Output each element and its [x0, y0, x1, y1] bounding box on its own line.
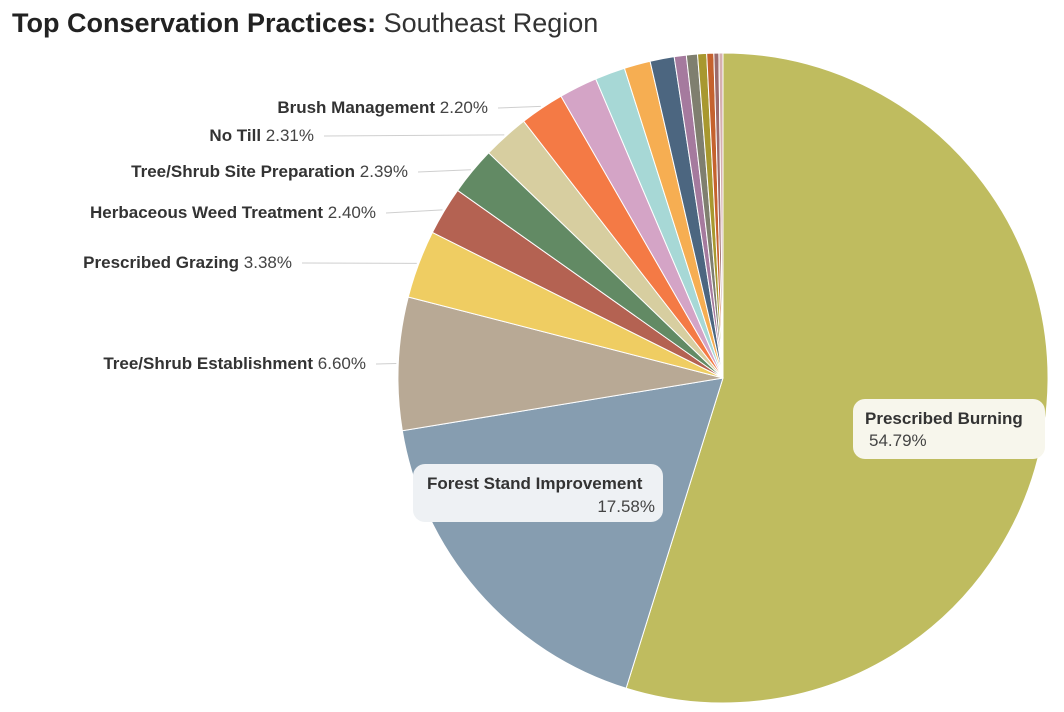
inside-label-prescribed-burning: Prescribed Burning 54.79%: [853, 399, 1045, 459]
leader-line: [385, 209, 443, 214]
chart-title-bold: Top Conservation Practices:: [12, 8, 377, 38]
slice-label-value: 6.60%: [313, 354, 366, 373]
pie-slice-forest-stand-improvement[interactable]: [401, 377, 724, 689]
pie-slices: [397, 52, 1049, 704]
outside-label-brush-management: Brush Management 2.20%: [277, 98, 541, 117]
slice-label: Herbaceous Weed Treatment 2.40%: [90, 203, 376, 222]
slice-label-name: No Till: [209, 126, 261, 145]
outside-label-herbaceous-weed-treatment: Herbaceous Weed Treatment 2.40%: [90, 203, 443, 222]
outside-label-prescribed-grazing: Prescribed Grazing 3.38%: [83, 253, 417, 272]
slice-label-name: Prescribed Burning: [865, 409, 1023, 428]
pie-labels: Prescribed Burning 54.79% Forest Stand Imp…: [83, 98, 1045, 522]
slice-label: Prescribed Grazing 3.38%: [83, 253, 292, 272]
inside-label-forest-stand-improvement: Forest Stand Improvement 17.58%: [413, 464, 663, 522]
slice-label-value: 2.20%: [435, 98, 488, 117]
slice-label-name: Tree/Shrub Establishment: [103, 354, 313, 373]
outside-label-tree-shrub-site-preparation: Tree/Shrub Site Preparation 2.39%: [131, 162, 471, 181]
slice-label: Tree/Shrub Establishment 6.60%: [103, 354, 366, 373]
leader-line: [497, 105, 541, 109]
chart-title-region: Southeast Region: [383, 8, 599, 38]
pie-slice-tree-shrub-establishment[interactable]: [397, 296, 724, 432]
slice-label-name: Tree/Shrub Site Preparation: [131, 162, 355, 181]
chart-title: Top Conservation Practices: Southeast Re…: [12, 8, 598, 39]
slice-label-value: 2.39%: [355, 162, 408, 181]
outside-label-tree-shrub-establishment: Tree/Shrub Establishment 6.60%: [103, 354, 397, 373]
slice-label: Brush Management 2.20%: [277, 98, 488, 117]
slice-label: No Till 2.31%: [209, 126, 314, 145]
slice-label-value: 3.38%: [239, 253, 292, 272]
leader-line: [417, 169, 471, 173]
slice-label-name: Prescribed Grazing: [83, 253, 239, 272]
outside-label-no-till: No Till 2.31%: [209, 126, 505, 145]
label-box: [853, 399, 1045, 459]
slice-label-name: Forest Stand Improvement: [427, 474, 643, 493]
slice-label-name: Herbaceous Weed Treatment: [90, 203, 323, 222]
slice-label-value: 54.79%: [869, 431, 927, 450]
pie-slice-minor-17[interactable]: [718, 52, 724, 379]
leader-line: [323, 134, 505, 137]
slice-label-name: Brush Management: [277, 98, 435, 117]
slice-label-value: 2.31%: [261, 126, 314, 145]
slice-label-value: 2.40%: [323, 203, 376, 222]
leader-line: [375, 363, 397, 365]
slice-label: Tree/Shrub Site Preparation 2.39%: [131, 162, 408, 181]
label-box: [413, 464, 663, 522]
slice-label-value: 17.58%: [597, 497, 655, 516]
